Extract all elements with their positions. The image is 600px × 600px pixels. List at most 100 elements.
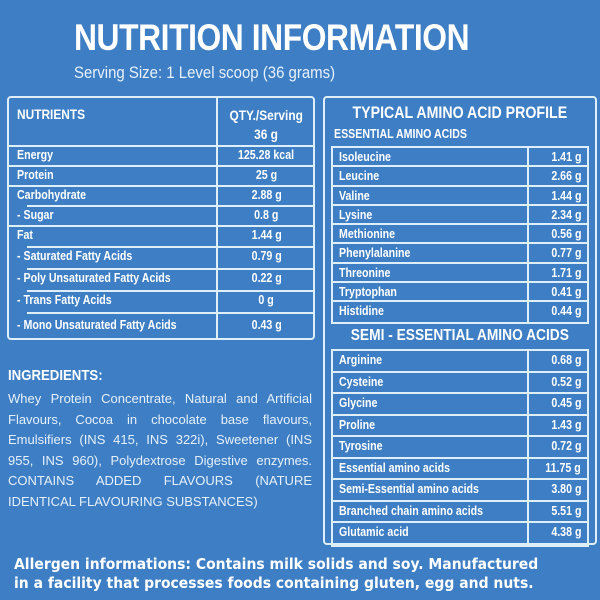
amino-value: 0.77 g bbox=[550, 246, 581, 261]
table-row: Methionine 0.56 g bbox=[333, 225, 587, 245]
nutrient-value: 0.8 g bbox=[254, 208, 279, 222]
table-row: Carbohydrate 2.88 g bbox=[9, 185, 313, 205]
nutrient-label: Carbohydrate bbox=[17, 188, 87, 202]
nutrient-value: 0.22 g bbox=[251, 271, 282, 285]
table-row: Glutamic acid 4.38 g bbox=[333, 523, 587, 545]
amino-value: 0.68 g bbox=[550, 353, 581, 367]
amino-label: Isoleucine bbox=[339, 150, 391, 164]
allergen-info: Allergen informations: Contains milk sol… bbox=[14, 555, 539, 592]
table-row: Tyrosine 0.72 g bbox=[333, 437, 587, 459]
amino-value: 0.52 g bbox=[550, 374, 581, 389]
amino-label: Branched chain amino acids bbox=[339, 503, 484, 518]
table-row: Protein 25 g bbox=[9, 165, 313, 185]
table-row: Lysine 2.34 g bbox=[333, 205, 587, 226]
page-title: NUTRITION INFORMATION bbox=[74, 17, 470, 58]
table-row: Tryptophan 0.41 g bbox=[333, 283, 587, 303]
amino-label: Glutamic acid bbox=[339, 525, 409, 539]
table-row: - Trans Fatty Acids 0 g bbox=[9, 290, 313, 310]
nutrient-label: - Mono Unsaturated Fatty Acids bbox=[17, 318, 177, 332]
amino-value: 0.45 g bbox=[550, 396, 581, 410]
nutrient-label: - Sugar bbox=[17, 208, 54, 222]
table-row: - Saturated Fatty Acids 0.79 g bbox=[9, 246, 313, 266]
header-qty: QTY./Serving 36 g bbox=[218, 106, 315, 144]
amino-label: Tryptophan bbox=[339, 285, 397, 300]
nutrient-label: Fat bbox=[17, 228, 33, 242]
nutrient-value: 1.44 g bbox=[251, 228, 282, 242]
nutrient-label: - Trans Fatty Acids bbox=[17, 293, 112, 307]
row-divider bbox=[9, 145, 313, 147]
table-row: Energy 125.28 kcal bbox=[9, 145, 313, 165]
table-row: Semi-Essential amino acids 3.80 g bbox=[333, 480, 587, 502]
nutrient-label: - Saturated Fatty Acids bbox=[17, 249, 133, 263]
amino-label: Histidine bbox=[339, 304, 384, 319]
header-nutrients: NUTRIENTS bbox=[17, 106, 86, 122]
amino-value: 2.34 g bbox=[550, 207, 581, 222]
amino-value: 5.51 g bbox=[550, 503, 581, 518]
amino-value: 0.44 g bbox=[550, 304, 581, 319]
table-row: Isoleucine 1.41 g bbox=[333, 148, 587, 168]
nutrient-value: 0 g bbox=[258, 293, 275, 307]
amino-value: 11.75 g bbox=[545, 460, 581, 475]
table-row: Arginine 0.68 g bbox=[333, 351, 587, 373]
amino-value: 0.41 g bbox=[550, 285, 581, 300]
amino-value: 0.72 g bbox=[550, 439, 581, 453]
nutrient-label: - Poly Unsaturated Fatty Acids bbox=[17, 271, 171, 285]
amino-label: Leucine bbox=[339, 169, 380, 184]
table-row: - Mono Unsaturated Fatty Acids 0.43 g bbox=[9, 312, 313, 332]
row-divider bbox=[27, 246, 313, 248]
amino-label: Lysine bbox=[339, 207, 373, 222]
amino-label: Semi-Essential amino acids bbox=[339, 482, 479, 496]
nutrient-value: 125.28 kcal bbox=[238, 148, 295, 162]
column-divider bbox=[216, 98, 218, 338]
table-row: Glycine 0.45 g bbox=[333, 394, 587, 416]
amino-profile-title: TYPICAL AMINO ACID PROFILE bbox=[352, 104, 568, 122]
ingredients-title: INGREDIENTS: bbox=[8, 367, 103, 384]
ingredients-text: Whey Protein Concentrate, Natural and Ar… bbox=[8, 391, 312, 509]
amino-label: Proline bbox=[339, 417, 376, 432]
table-row: Proline 1.43 g bbox=[333, 415, 587, 437]
amino-value: 1.44 g bbox=[550, 188, 581, 203]
essential-amino-title: ESSENTIAL AMINO ACIDS bbox=[334, 127, 468, 141]
nutrient-value: 2.88 g bbox=[251, 188, 282, 202]
row-divider bbox=[27, 290, 313, 292]
amino-value: 1.41 g bbox=[550, 150, 581, 164]
amino-value: 2.66 g bbox=[550, 169, 581, 184]
table-row: Cysteine 0.52 g bbox=[333, 372, 587, 394]
table-row: Branched chain amino acids 5.51 g bbox=[333, 501, 587, 523]
header-qty-line2: 36 g bbox=[254, 126, 279, 142]
amino-label: Cysteine bbox=[339, 374, 384, 389]
nutrient-label: Protein bbox=[17, 168, 54, 182]
amino-value: 4.38 g bbox=[550, 525, 581, 539]
nutrient-value: 0.79 g bbox=[251, 249, 282, 263]
row-divider bbox=[27, 268, 313, 270]
amino-label: Glycine bbox=[339, 396, 378, 410]
amino-value: 3.80 g bbox=[550, 482, 581, 496]
amino-label: Tyrosine bbox=[339, 439, 383, 453]
amino-value: 0.56 g bbox=[550, 227, 581, 242]
amino-label: Valine bbox=[339, 188, 370, 203]
table-row: Valine 1.44 g bbox=[333, 186, 587, 206]
nutrient-value: 0.43 g bbox=[251, 318, 282, 332]
amino-label: Arginine bbox=[339, 353, 383, 367]
amino-label: Threonine bbox=[339, 265, 391, 280]
table-row: - Sugar 0.8 g bbox=[9, 205, 313, 225]
amino-acid-panel: TYPICAL AMINO ACID PROFILE ESSENTIAL AMI… bbox=[323, 96, 597, 547]
table-row: - Poly Unsaturated Fatty Acids 0.22 g bbox=[9, 268, 313, 288]
table-row: Histidine 0.44 g bbox=[333, 302, 587, 322]
amino-label: Essential amino acids bbox=[339, 460, 451, 475]
amino-label: Methionine bbox=[339, 227, 396, 242]
row-divider bbox=[27, 205, 313, 207]
nutrient-value: 25 g bbox=[255, 168, 278, 182]
row-divider bbox=[27, 312, 313, 314]
essential-amino-table: Isoleucine 1.41 g Leucine 2.66 g Valine 1.4… bbox=[331, 146, 589, 324]
semi-essential-amino-table: Arginine 0.68 g Cysteine 0.52 g Glycine 0.4… bbox=[331, 349, 589, 547]
table-row: Threonine 1.71 g bbox=[333, 263, 587, 284]
amino-value: 1.71 g bbox=[550, 265, 581, 280]
table-row: Phenylalanine 0.77 g bbox=[333, 244, 587, 264]
header-qty-line1: QTY./Serving bbox=[229, 107, 304, 123]
table-row: Fat 1.44 g bbox=[9, 225, 313, 245]
nutrient-label: Energy bbox=[17, 148, 54, 162]
row-divider bbox=[9, 185, 313, 187]
table-row: Leucine 2.66 g bbox=[333, 167, 587, 187]
nutrients-table: NUTRIENTS QTY./Serving 36 g Energy 125.2… bbox=[7, 96, 315, 340]
